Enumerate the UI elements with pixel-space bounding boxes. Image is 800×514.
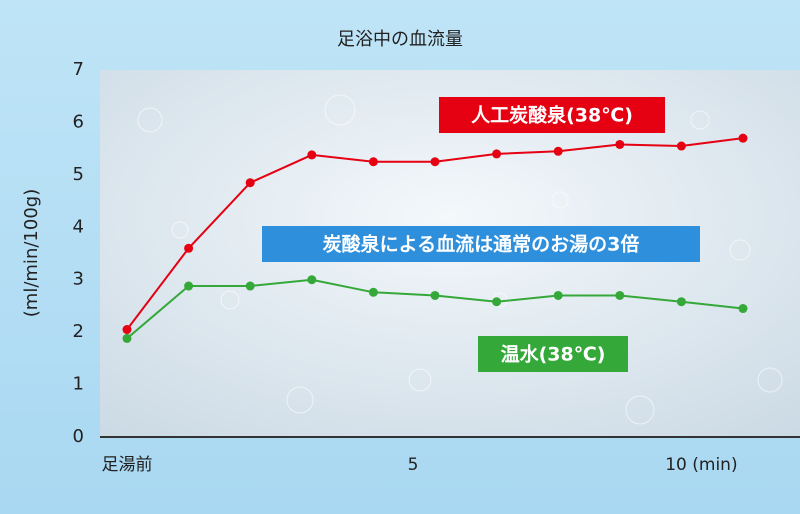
x-tick-label: 10 (min)	[665, 455, 737, 475]
data-point	[307, 150, 317, 160]
y-tick-label: 0	[73, 426, 84, 447]
data-point	[122, 333, 132, 343]
x-tick-label: 5	[408, 455, 419, 475]
y-tick-label: 4	[73, 216, 84, 237]
data-point	[738, 304, 748, 314]
data-point	[245, 281, 255, 291]
y-tick-label: 7	[73, 59, 84, 80]
data-point	[492, 297, 502, 307]
data-point	[184, 281, 194, 291]
x-tick-label: 足湯前	[102, 455, 153, 475]
data-point	[184, 243, 194, 253]
data-point	[738, 133, 748, 143]
data-point	[615, 290, 625, 300]
legend-label-box	[439, 97, 665, 133]
legend-label: 人工炭酸泉(38℃)	[471, 104, 633, 127]
data-point	[122, 325, 132, 335]
y-axis-label: (ml/min/100g)	[21, 189, 42, 317]
data-point	[368, 157, 378, 167]
data-point	[430, 157, 440, 167]
bubbles	[137, 94, 783, 425]
annotation-box	[262, 226, 700, 262]
data-point	[307, 275, 317, 285]
legend-label-box	[478, 336, 628, 372]
legend-label: 温水(38℃)	[501, 344, 606, 366]
data-point	[245, 178, 255, 188]
data-point	[430, 290, 440, 300]
data-point	[676, 297, 686, 307]
y-tick-label: 2	[73, 321, 84, 342]
y-tick-label: 1	[73, 374, 84, 395]
data-point	[553, 146, 563, 156]
data-point	[553, 290, 563, 300]
annotation: 炭酸泉による血流は通常のお湯の3倍	[323, 233, 640, 256]
chart-title: 足浴中の血流量	[337, 29, 463, 50]
y-tick-label: 3	[73, 269, 84, 290]
data-point	[492, 149, 502, 159]
y-tick-label: 5	[73, 164, 84, 185]
data-point	[368, 287, 378, 297]
y-tick-label: 6	[73, 111, 84, 132]
data-point	[615, 139, 625, 149]
data-point	[676, 141, 686, 151]
